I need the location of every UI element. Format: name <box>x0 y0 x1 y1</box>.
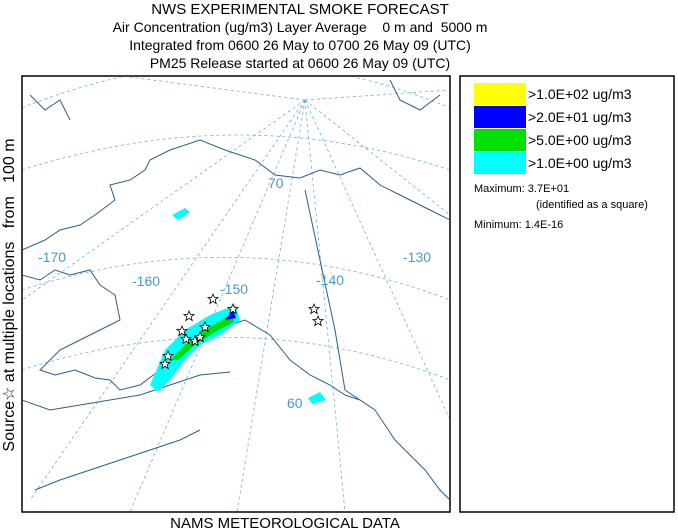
subtitle: PM25 Release started at 0600 26 May 09 (… <box>150 55 450 71</box>
side-label: Source☆ at multiple locations from 100 m <box>1 138 18 451</box>
legend-swatch <box>474 83 526 105</box>
graticule-label: -130 <box>403 249 431 265</box>
graticule-label: 70 <box>268 175 284 191</box>
graticule-label: -150 <box>220 281 248 297</box>
maximum: Maximum: 3.7E+01 <box>474 183 569 195</box>
minimum: Minimum: 1.4E-16 <box>474 219 563 231</box>
map-frame <box>21 75 451 513</box>
identified: (identified as a square) <box>536 199 648 211</box>
subtitle: Air Concentration (ug/m3) Layer Average … <box>113 19 488 35</box>
legend-label: >5.0E+00 ug/m3 <box>528 132 632 148</box>
map <box>23 77 449 511</box>
graticule-label: -170 <box>38 249 66 265</box>
graticule <box>23 77 449 511</box>
legend-label: >1.0E+00 ug/m3 <box>528 155 632 171</box>
source-markers <box>159 292 324 369</box>
legend-swatch <box>474 152 526 174</box>
legend-swatch <box>474 106 526 128</box>
legend-label: >2.0E+01 ug/m3 <box>528 109 632 125</box>
title: NWS EXPERIMENTAL SMOKE FORECAST <box>151 1 449 18</box>
subtitle: Integrated from 0600 26 May to 0700 26 M… <box>129 37 471 53</box>
graticule-label: -140 <box>316 272 344 288</box>
graticule-label: -160 <box>132 273 160 289</box>
legend-label: >1.0E+02 ug/m3 <box>528 86 632 102</box>
footer: NAMS METEOROLOGICAL DATA <box>170 515 400 532</box>
legend-swatch <box>474 129 526 151</box>
graticule-label: 60 <box>287 395 303 411</box>
smoke <box>150 208 326 404</box>
legend-frame <box>459 75 675 513</box>
